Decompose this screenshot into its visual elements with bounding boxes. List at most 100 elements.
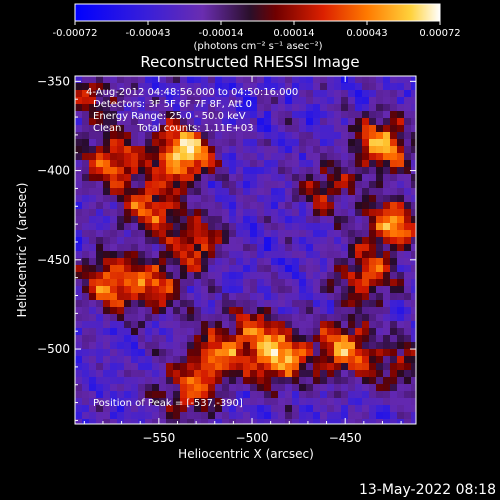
heatmap-cell <box>152 202 160 210</box>
heatmap-cell <box>250 223 258 231</box>
heatmap-cell <box>264 412 272 420</box>
heatmap-cell <box>411 321 416 329</box>
heatmap-cell <box>313 160 321 168</box>
heatmap-cell <box>383 146 391 154</box>
heatmap-cell <box>236 118 244 126</box>
heatmap-cell <box>411 384 416 392</box>
heatmap-cell <box>173 391 181 399</box>
heatmap-cell <box>138 160 146 168</box>
heatmap-cell <box>278 286 286 294</box>
heatmap-cell <box>376 146 384 154</box>
heatmap-cell <box>292 244 300 252</box>
heatmap-cell <box>173 412 181 420</box>
heatmap-cell <box>313 244 321 252</box>
heatmap-cell <box>404 111 412 119</box>
heatmap-cell <box>306 160 314 168</box>
heatmap-cell <box>180 251 188 259</box>
heatmap-cell <box>82 111 90 119</box>
heatmap-cell <box>362 412 370 420</box>
heatmap-cell <box>264 342 272 350</box>
heatmap-cell <box>159 216 167 224</box>
heatmap-cell <box>299 244 307 252</box>
heatmap-cell <box>250 111 258 119</box>
heatmap-cell <box>166 405 174 413</box>
heatmap-cell <box>257 181 265 189</box>
heatmap-cell <box>334 139 342 147</box>
heatmap-cell <box>250 342 258 350</box>
heatmap-cell <box>362 188 370 196</box>
heatmap-cell <box>313 398 321 406</box>
heatmap-cell <box>299 146 307 154</box>
heatmap-cell <box>355 83 363 91</box>
heatmap-cell <box>299 265 307 273</box>
heatmap-cell <box>110 146 118 154</box>
heatmap-cell <box>348 314 356 322</box>
heatmap-cell <box>138 251 146 259</box>
heatmap-cell <box>348 342 356 350</box>
heatmap-cell <box>187 90 195 98</box>
heatmap-cell <box>397 328 405 336</box>
heatmap-cell <box>222 405 230 413</box>
heatmap-cell <box>313 391 321 399</box>
heatmap-cell <box>390 146 398 154</box>
heatmap-cell <box>383 167 391 175</box>
heatmap-cell <box>208 132 216 140</box>
heatmap-cell <box>215 237 223 245</box>
heatmap-cell <box>334 202 342 210</box>
heatmap-cell <box>131 209 139 217</box>
heatmap-cell <box>215 412 223 420</box>
heatmap-cell <box>194 160 202 168</box>
heatmap-cell <box>173 90 181 98</box>
heatmap-cell <box>96 125 104 133</box>
heatmap-cell <box>250 321 258 329</box>
heatmap-cell <box>348 83 356 91</box>
heatmap-cell <box>89 349 97 357</box>
heatmap-cell <box>334 342 342 350</box>
heatmap-cell <box>404 405 412 413</box>
heatmap-cell <box>215 314 223 322</box>
heatmap-cell <box>222 328 230 336</box>
heatmap-cell <box>362 244 370 252</box>
heatmap-cell <box>390 356 398 364</box>
heatmap-cell <box>299 181 307 189</box>
heatmap-cell <box>75 216 83 224</box>
heatmap-cell <box>159 146 167 154</box>
heatmap-cell <box>117 370 125 378</box>
heatmap-cell <box>390 153 398 161</box>
heatmap-cell <box>411 377 416 385</box>
heatmap-cell <box>194 153 202 161</box>
heatmap-cell <box>376 195 384 203</box>
heatmap-cell <box>320 370 328 378</box>
heatmap-cell <box>145 265 153 273</box>
heatmap-cell <box>369 419 377 424</box>
heatmap-cell <box>166 356 174 364</box>
heatmap-cell <box>397 181 405 189</box>
heatmap-cell <box>82 391 90 399</box>
heatmap-cell <box>341 363 349 371</box>
heatmap-cell <box>243 230 251 238</box>
heatmap-cell <box>348 265 356 273</box>
heatmap-cell <box>348 307 356 315</box>
heatmap-cell <box>173 279 181 287</box>
heatmap-cell <box>285 195 293 203</box>
heatmap-cell <box>124 398 132 406</box>
heatmap-cell <box>166 125 174 133</box>
heatmap-cell <box>96 237 104 245</box>
heatmap-cell <box>243 139 251 147</box>
heatmap-cell <box>236 139 244 147</box>
heatmap-cell <box>138 146 146 154</box>
heatmap-cell <box>320 300 328 308</box>
heatmap-cell <box>236 272 244 280</box>
heatmap-cell <box>306 83 314 91</box>
heatmap-cell <box>110 111 118 119</box>
heatmap-cell <box>138 167 146 175</box>
heatmap-cell <box>306 139 314 147</box>
heatmap-cell <box>208 237 216 245</box>
heatmap-cell <box>131 90 139 98</box>
heatmap-cell <box>285 286 293 294</box>
heatmap-cell <box>369 188 377 196</box>
heatmap-cell <box>229 181 237 189</box>
heatmap-cell <box>138 111 146 119</box>
heatmap-cell <box>264 237 272 245</box>
heatmap-cell <box>327 153 335 161</box>
